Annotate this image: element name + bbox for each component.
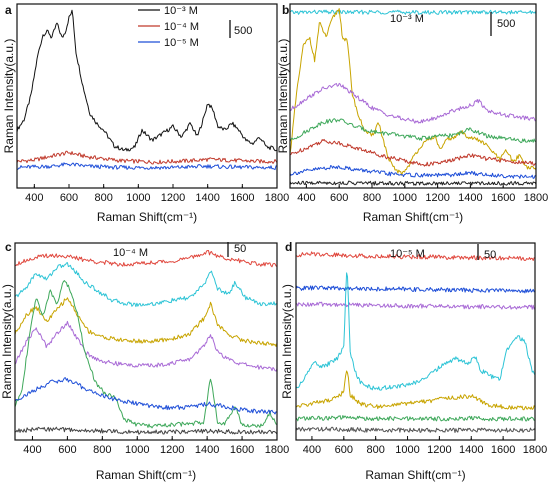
series-line-3 — [290, 82, 536, 124]
x-tick-label: 400 — [297, 192, 315, 204]
x-tick-label: 1200 — [160, 444, 184, 456]
x-tick-label: 800 — [94, 192, 112, 204]
panel-a: 400 600 800 1000 1200 1400 1600 1800 Raman Shift… — [2, 3, 289, 224]
panel-d: 400 600 800 1000 1200 1400 1600 1800 Raman Shift… — [280, 240, 547, 482]
x-tick-label: 800 — [363, 192, 381, 204]
series-group — [296, 251, 535, 433]
x-tick-label: 1800 — [523, 444, 547, 456]
series-group — [17, 9, 277, 171]
series-line-4 — [290, 118, 536, 144]
legend-entry: 10⁻⁵ M — [164, 37, 199, 49]
x-tick-label: 1200 — [161, 192, 185, 204]
series-line-3 — [17, 162, 277, 171]
series-group — [15, 250, 277, 435]
x-tick-label: 1000 — [125, 444, 149, 456]
concentration-annotation: 10⁻³ M — [390, 13, 424, 25]
x-tick-label: 600 — [335, 444, 353, 456]
panel-letter: b — [282, 3, 289, 17]
y-axis-title: Raman Intensity(a.u.) — [280, 284, 294, 399]
series-line-1 — [15, 250, 277, 268]
x-tick-label: 1800 — [265, 192, 289, 204]
series-line-2 — [296, 285, 535, 294]
x-tick-label: 1400 — [195, 192, 219, 204]
x-tick-label: 1000 — [126, 192, 150, 204]
series-line-2 — [290, 8, 536, 176]
series-line-2 — [17, 150, 277, 165]
panel-b: 400 600 800 1000 1200 1400 1600 1800 Raman Shift… — [276, 3, 548, 224]
y-axis-title: Raman Intensity(a.u.) — [276, 39, 290, 154]
x-tick-label: 1800 — [265, 444, 289, 456]
series-line-7 — [15, 426, 277, 435]
series-line-6 — [296, 415, 535, 422]
x-tick-label: 1600 — [230, 444, 254, 456]
x-axis-title: Raman Shift(cm⁻¹) — [365, 468, 465, 482]
series-line-5 — [15, 280, 277, 429]
panel-letter: d — [285, 240, 292, 254]
legend-entry: 10⁻³ M — [164, 5, 198, 17]
series-line-6 — [290, 165, 536, 179]
x-axis-title: Raman Shift(cm⁻¹) — [96, 468, 196, 482]
x-tick-label: 1400 — [459, 444, 483, 456]
x-tick-label: 1200 — [427, 444, 451, 456]
y-axis-title: Raman Intensity(a.u.) — [0, 284, 14, 399]
scale-bar-label: 50 — [484, 249, 496, 261]
x-tick-label: 1600 — [230, 192, 254, 204]
legend-entry: 10⁻⁴ M — [164, 21, 199, 33]
series-line-6 — [15, 377, 277, 415]
series-line-4 — [15, 320, 277, 372]
x-tick-label: 1600 — [491, 444, 515, 456]
x-tick-label: 600 — [58, 444, 76, 456]
x-tick-label: 600 — [60, 192, 78, 204]
series-line-7 — [296, 426, 535, 433]
concentration-annotation: 10⁻⁴ M — [113, 247, 148, 259]
series-group — [290, 8, 536, 186]
x-tick-label: 1600 — [491, 192, 515, 204]
x-tick-label: 1000 — [393, 192, 417, 204]
scale-bar-label: 500 — [234, 25, 252, 37]
series-line-1 — [296, 251, 535, 261]
legend: 10⁻³ M 10⁻⁴ M 10⁻⁵ M — [138, 5, 199, 49]
x-tick-label: 400 — [23, 444, 41, 456]
series-line-2 — [15, 262, 277, 308]
x-axis-title: Raman Shift(cm⁻¹) — [363, 210, 463, 224]
series-line-5 — [296, 370, 535, 411]
x-tick-label: 1000 — [395, 444, 419, 456]
series-line-4 — [296, 272, 535, 391]
series-line-1 — [290, 9, 536, 15]
panels-layer: 400 600 800 1000 1200 1400 1600 1800 Raman Shift… — [0, 3, 548, 482]
series-line-3 — [296, 301, 535, 310]
x-tick-label: 1200 — [425, 192, 449, 204]
plot-frame — [16, 3, 278, 189]
x-axis-title: Raman Shift(cm⁻¹) — [97, 210, 197, 224]
panel-letter: a — [5, 3, 12, 17]
x-tick-label: 1400 — [458, 192, 482, 204]
x-tick-label: 400 — [303, 444, 321, 456]
panel-c: 400 600 800 1000 1200 1400 1600 1800 Raman Shift… — [0, 240, 289, 482]
series-line-7 — [290, 180, 536, 186]
panel-letter: c — [5, 240, 12, 254]
concentration-annotation: 10⁻⁵ M — [390, 248, 425, 260]
series-line-3 — [15, 297, 277, 347]
x-tick-label: 1800 — [524, 192, 548, 204]
plot-frame — [289, 3, 537, 189]
series-line-5 — [290, 138, 536, 167]
x-tick-label: 400 — [25, 192, 43, 204]
x-tick-label: 800 — [93, 444, 111, 456]
plot-frame — [295, 242, 536, 441]
x-tick-label: 1400 — [195, 444, 219, 456]
plot-frame — [14, 242, 278, 441]
x-tick-label: 800 — [366, 444, 384, 456]
series-line-1 — [17, 9, 277, 152]
y-axis-title: Raman Intensity(a.u.) — [2, 39, 16, 154]
scale-bar-label: 50 — [234, 243, 246, 255]
scale-bar-label: 500 — [497, 18, 515, 30]
x-tick-label: 600 — [330, 192, 348, 204]
